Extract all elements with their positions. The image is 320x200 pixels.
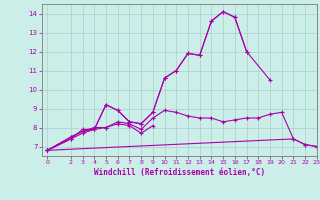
X-axis label: Windchill (Refroidissement éolien,°C): Windchill (Refroidissement éolien,°C) [94,168,265,177]
